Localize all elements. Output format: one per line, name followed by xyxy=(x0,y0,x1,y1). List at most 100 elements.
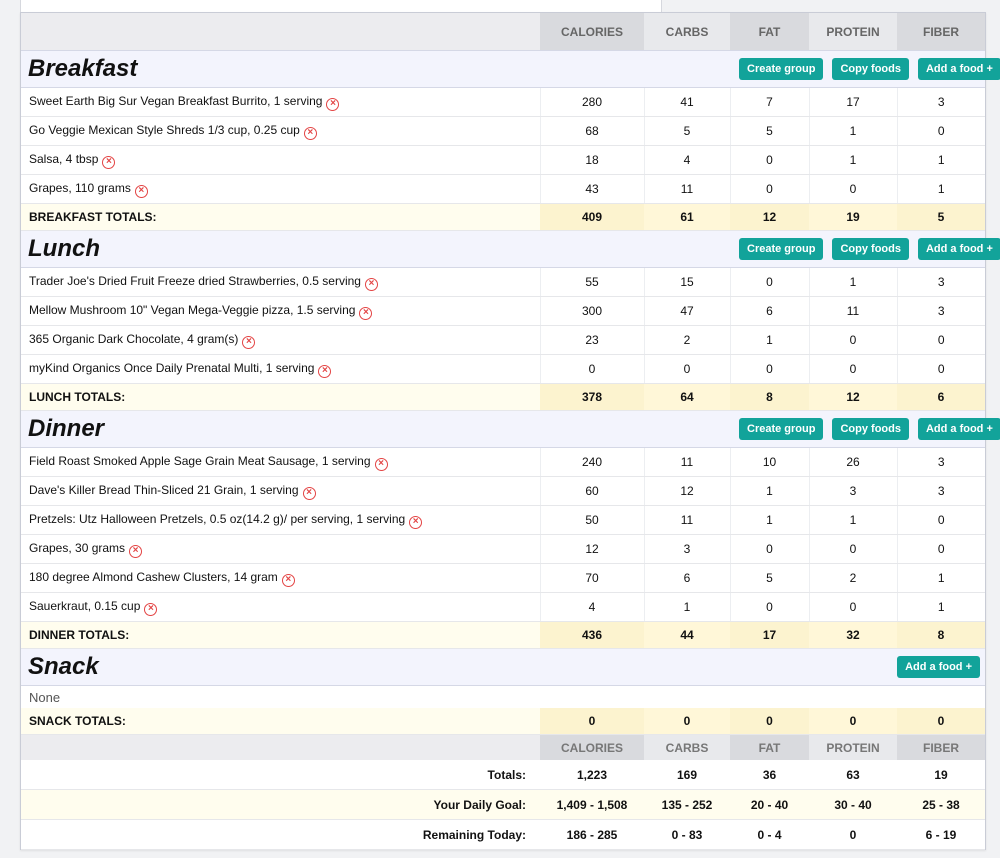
summary-totals-row: Totals: 1,223 169 36 63 19 xyxy=(21,760,985,790)
food-name-cell: Trader Joe's Dried Fruit Freeze dried St… xyxy=(21,267,540,297)
food-carbs-value: 0 xyxy=(643,354,730,384)
food-name-link[interactable]: Sweet Earth Big Sur Vegan Breakfast Burr… xyxy=(29,93,323,108)
food-name-link[interactable]: 365 Organic Dark Chocolate, 4 gram(s) xyxy=(29,331,239,346)
food-fiber-value: 3 xyxy=(896,476,985,506)
breakfast-section-header: Breakfast Create group Copy foods Add a foo… xyxy=(21,50,1000,88)
remove-food-icon[interactable]: × xyxy=(134,184,148,198)
food-name-cell: Mellow Mushroom 10" Vegan Mega-Veggie pi… xyxy=(21,296,540,326)
food-calories-value: 12 xyxy=(539,534,644,564)
remaining-today-row-calories: 186 - 285 xyxy=(540,819,644,850)
snack-add-food-button[interactable]: Add a food + xyxy=(897,656,980,678)
total-calories-value: 409 xyxy=(540,203,644,231)
food-name-link[interactable]: Mellow Mushroom 10" Vegan Mega-Veggie pi… xyxy=(29,302,356,317)
food-carbs-value: 5 xyxy=(643,116,730,146)
food-calories-value: 300 xyxy=(539,296,644,326)
food-name-cell: Dave's Killer Bread Thin-Sliced 21 Grain… xyxy=(21,476,540,506)
food-row: myKind Organics Once Daily Prenatal Mult… xyxy=(21,354,985,384)
food-carbs-value: 11 xyxy=(643,174,730,204)
food-name-link[interactable]: Pretzels: Utz Halloween Pretzels, 0.5 oz… xyxy=(29,511,406,526)
food-calories-value: 4 xyxy=(539,592,644,622)
food-carbs-value: 12 xyxy=(643,476,730,506)
food-calories-value: 55 xyxy=(539,267,644,297)
daily-goal-row-fat: 20 - 40 xyxy=(730,789,809,820)
total-fat-value: 17 xyxy=(730,621,809,649)
food-fiber-value: 0 xyxy=(896,116,985,146)
lunch-create-group-button[interactable]: Create group xyxy=(739,238,824,260)
total-calories-value: 0 xyxy=(540,708,644,735)
remove-food-icon[interactable]: × xyxy=(102,155,116,169)
remove-food-icon[interactable]: × xyxy=(144,602,158,616)
food-calories-value: 240 xyxy=(539,447,644,477)
summary-totals-row-fiber: 19 xyxy=(897,760,985,790)
breakfast-create-group-button[interactable]: Create group xyxy=(739,58,824,80)
food-protein-value: 1 xyxy=(808,267,897,297)
breakfast-add-food-button[interactable]: Add a food + xyxy=(917,58,1000,80)
food-name-link[interactable]: Trader Joe's Dried Fruit Freeze dried St… xyxy=(29,273,361,288)
food-fat-value: 0 xyxy=(729,174,809,204)
remove-food-icon[interactable]: × xyxy=(374,457,388,471)
food-row: Grapes, 30 grams × 12 3 0 0 0 xyxy=(21,534,985,564)
dinner-create-group-button[interactable]: Create group xyxy=(739,418,824,440)
dinner-add-food-button[interactable]: Add a food + xyxy=(917,418,1000,440)
remove-food-icon[interactable]: × xyxy=(318,364,332,378)
food-carbs-value: 4 xyxy=(643,145,730,175)
food-name-cell: Go Veggie Mexican Style Shreds 1/3 cup, … xyxy=(21,116,540,146)
summary-totals-row-label: Totals: xyxy=(21,760,540,790)
food-calories-value: 280 xyxy=(539,87,644,117)
food-calories-value: 43 xyxy=(539,174,644,204)
daily-goal-row-carbs: 135 - 252 xyxy=(644,789,730,820)
total-carbs-value: 61 xyxy=(644,203,730,231)
remove-food-icon[interactable]: × xyxy=(409,515,423,529)
column-header-blank xyxy=(21,13,540,51)
column-header-fat: FAT xyxy=(730,13,809,51)
remaining-today-row-carbs: 0 - 83 xyxy=(644,819,730,850)
column-header-protein: PROTEIN xyxy=(809,13,897,51)
remove-food-icon[interactable]: × xyxy=(129,544,143,558)
remove-food-icon[interactable]: × xyxy=(281,573,295,587)
lunch-copy-foods-button[interactable]: Copy foods xyxy=(832,238,909,260)
food-name-link[interactable]: 180 degree Almond Cashew Clusters, 14 gr… xyxy=(29,569,278,584)
dinner-copy-foods-button[interactable]: Copy foods xyxy=(832,418,909,440)
food-name-cell: 365 Organic Dark Chocolate, 4 gram(s) × xyxy=(21,325,540,355)
totals-label: LUNCH TOTALS: xyxy=(21,383,540,411)
snack-title-cell: Snack xyxy=(21,648,730,686)
food-name-link[interactable]: Grapes, 110 grams xyxy=(29,180,131,195)
breakfast-copy-foods-button[interactable]: Copy foods xyxy=(832,58,909,80)
food-protein-value: 0 xyxy=(808,534,897,564)
total-calories-value: 436 xyxy=(540,621,644,649)
food-fiber-value: 0 xyxy=(896,325,985,355)
remaining-today-row-fiber: 6 - 19 xyxy=(897,819,985,850)
food-protein-value: 11 xyxy=(808,296,897,326)
total-protein-value: 32 xyxy=(809,621,897,649)
total-protein-value: 19 xyxy=(809,203,897,231)
food-protein-value: 0 xyxy=(808,354,897,384)
food-name-cell: Pretzels: Utz Halloween Pretzels, 0.5 oz… xyxy=(21,505,540,535)
food-name-link[interactable]: Grapes, 30 grams xyxy=(29,540,126,555)
food-name-link[interactable]: Salsa, 4 tbsp xyxy=(29,151,99,166)
food-protein-value: 0 xyxy=(808,325,897,355)
summary-header-fat: FAT xyxy=(730,734,809,760)
remove-food-icon[interactable]: × xyxy=(242,335,256,349)
food-fat-value: 6 xyxy=(729,296,809,326)
food-name-link[interactable]: Field Roast Smoked Apple Sage Grain Meat… xyxy=(29,453,371,468)
total-carbs-value: 0 xyxy=(644,708,730,735)
remove-food-icon[interactable]: × xyxy=(364,277,378,291)
food-name-link[interactable]: myKind Organics Once Daily Prenatal Mult… xyxy=(29,360,315,375)
food-name-link[interactable]: Go Veggie Mexican Style Shreds 1/3 cup, … xyxy=(29,122,300,137)
remove-food-icon[interactable]: × xyxy=(303,126,317,140)
lunch-add-food-button[interactable]: Add a food + xyxy=(917,238,1000,260)
lunch-section-header: Lunch Create group Copy foods Add a food + xyxy=(21,230,1000,268)
dinner-title-cell: Dinner xyxy=(21,410,730,448)
dinner-totals-row: DINNER TOTALS: 436 44 17 32 8 xyxy=(21,621,985,649)
total-fiber-value: 0 xyxy=(897,708,985,735)
food-row: Sauerkraut, 0.15 cup × 4 1 0 0 1 xyxy=(21,592,985,622)
food-name-link[interactable]: Sauerkraut, 0.15 cup xyxy=(29,598,141,613)
summary-header-blank xyxy=(21,734,540,760)
breakfast-actions: Create group Copy foods Add a food + xyxy=(730,50,1000,88)
food-name-link[interactable]: Dave's Killer Bread Thin-Sliced 21 Grain… xyxy=(29,482,299,497)
remove-food-icon[interactable]: × xyxy=(302,486,316,500)
food-fiber-value: 0 xyxy=(896,354,985,384)
remove-food-icon[interactable]: × xyxy=(326,97,340,111)
remove-food-icon[interactable]: × xyxy=(359,306,373,320)
